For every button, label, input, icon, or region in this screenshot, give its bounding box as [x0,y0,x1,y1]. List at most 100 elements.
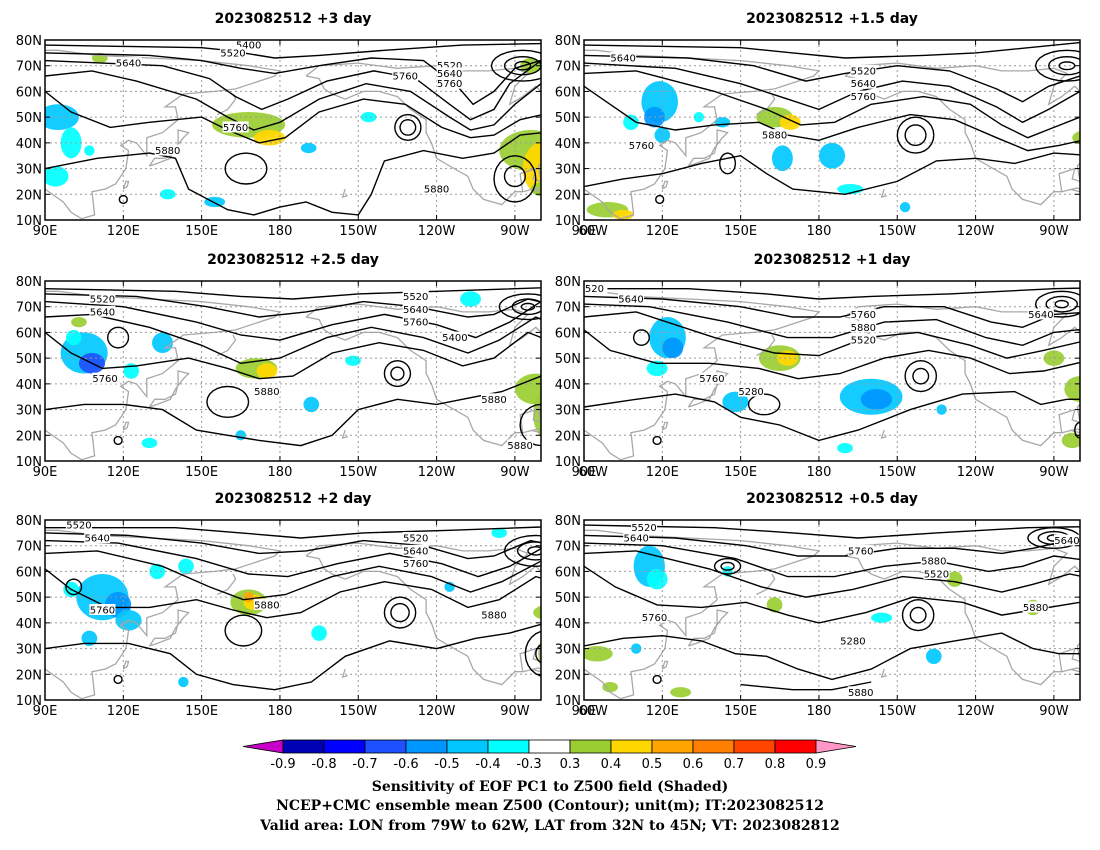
lon-tick-label: 150W [339,465,377,480]
map-panel: 2023082512 +0.5 day552056405760588055205… [555,491,1081,719]
lon-tick-label: 120E [107,224,140,239]
z500-contour [45,287,541,300]
coastline [880,188,887,198]
contour-label: 5880 [424,185,449,196]
shading-patch [722,391,749,413]
contour-label: 5880 [1023,603,1048,614]
z500-contour [45,568,541,619]
colorbar-box [692,739,735,754]
contour-label: 5760 [851,310,876,321]
contour-label-bg [628,139,655,151]
lat-tick-label: 40N [16,378,42,393]
colorbar-tick-label: -0.3 [516,757,541,772]
lon-tick-label: 180 [807,704,832,719]
coastline [756,93,776,116]
contour-label: 5760 [699,374,724,385]
z500-contour [584,303,1080,347]
z500-contour [383,359,412,388]
lon-tick-label: 90E [33,704,58,719]
colorbar-box [651,739,694,754]
z500-contour [652,435,662,446]
shading-patch [253,130,286,146]
lat-tick-label: 20N [16,188,42,203]
map-panel: 2023082512 +2.5 day552056405760588055205… [16,252,608,480]
lat-tick-label: 50N [16,352,42,367]
map-frame [583,39,1081,221]
coastline [341,668,348,678]
z500-contour [45,331,541,380]
map-frame [583,280,1081,462]
lat-tick-label: 80N [16,514,42,529]
contour-label: 5880 [848,688,873,699]
z500-contour [45,70,541,131]
z500-contour [224,614,263,647]
z500-contour [45,52,541,106]
colorbar-tick-label: -0.8 [311,757,336,772]
shading-patch [45,104,79,130]
shading-patch [300,142,317,154]
contour-label-bg [92,372,119,384]
z500-contour [584,390,1080,442]
contour-label-bg [89,305,116,317]
contour-label-bg [84,532,111,543]
lon-tick-label: 120E [646,704,679,719]
lat-tick-label: 10N [16,694,42,709]
lon-tick-label: 120W [957,224,995,239]
contour-label: 5640 [1028,310,1053,321]
z500-contour [747,393,781,416]
lon-tick-label: 150E [724,224,757,239]
lat-tick-label: 80N [555,514,581,529]
lat-tick-label: 70N [555,60,581,75]
lat-tick-label: 60N [16,326,42,341]
lon-tick-label: 90W [1039,704,1069,719]
lat-tick-label: 10N [16,214,42,229]
shading-patch [662,337,684,359]
z500-contour [584,565,1080,624]
z500-contour [45,539,541,578]
lat-tick-label: 40N [555,137,581,152]
shading-patch [81,630,98,646]
contour-label-bg [402,290,429,302]
coastline [148,370,190,408]
z500-contour [1034,290,1080,318]
contour-label: 5880 [155,146,180,157]
z500-contour [527,545,541,556]
shading-patch [460,291,481,307]
colorbar-tick-label: -0.5 [434,757,459,772]
lon-tick-label: 90E [33,465,58,480]
lon-tick-label: 150E [185,224,218,239]
shading-patch [311,625,327,641]
contour-label-bg [1093,388,1100,399]
lat-tick-label: 80N [16,34,42,49]
coastline [687,609,729,647]
coastline [1061,187,1080,193]
colorbar-box [569,739,612,754]
contour-label: 5880 [254,387,279,398]
contour-label: 5760 [848,546,873,557]
z500-contour [584,70,1080,139]
coastline [1061,428,1080,434]
shading-patch [837,443,853,454]
contour-label: 5400 [236,41,261,52]
colorbar-box [528,739,571,754]
contour-label: 5520 [851,336,876,347]
lon-tick-label: 150E [724,704,757,719]
contour-label: 5520 [851,66,876,77]
map-frame [44,519,542,701]
z500-contour [113,435,123,446]
shading-patch [533,605,541,620]
z500-contour [503,165,526,188]
lon-tick-label: 120W [418,704,456,719]
coastline [522,667,541,673]
map-frame [583,519,1081,701]
z500-contour [118,194,128,205]
coastline [148,609,190,647]
z500-contour [584,311,1080,359]
contour-label: 5640 [437,69,462,80]
lat-tick-label: 50N [16,111,42,126]
colorbar-tick-label: 0.6 [683,757,704,772]
colorbar-tick-label: 0.9 [806,757,827,772]
contour-label: 5880 [254,600,279,611]
lat-tick-label: 10N [555,694,581,709]
lon-tick-label: 180 [807,465,832,480]
